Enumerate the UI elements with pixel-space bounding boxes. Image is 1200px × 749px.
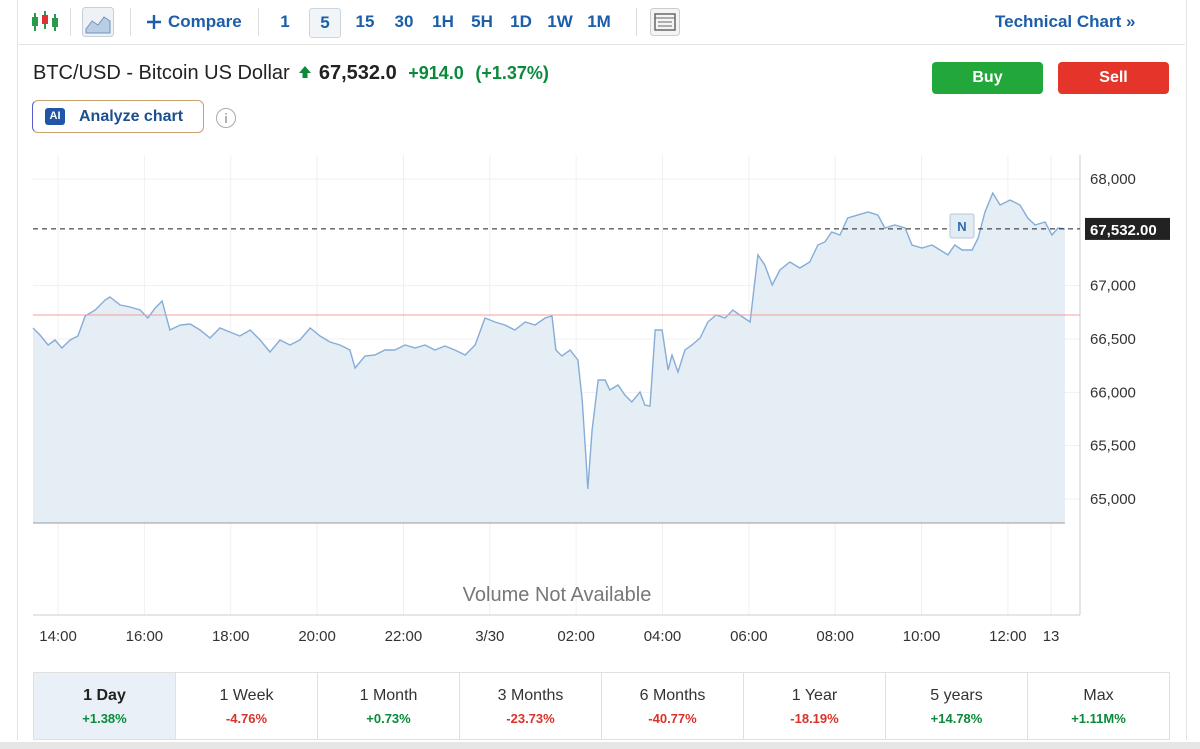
period-change: -40.77% [648,711,697,726]
period-cell[interactable]: 1 Day +1.38% [34,673,176,739]
x-tick-label: 22:00 [385,628,423,645]
x-tick-label: 3/30 [475,628,504,645]
period-cell[interactable]: 1 Year -18.19% [744,673,886,739]
x-tick-label: 13 [1043,628,1060,645]
x-tick-label: 16:00 [126,628,164,645]
interval-button[interactable]: 15 [355,12,375,31]
period-label: 1 Year [791,687,838,704]
ai-badge: AI [45,108,65,125]
news-marker-label: N [957,219,966,234]
x-tick-label: 20:00 [298,628,336,645]
period-label: 1 Month [359,687,418,704]
interval-button[interactable]: 1W [547,12,573,31]
period-change: +1.11M% [1071,711,1126,726]
table-icon[interactable] [650,8,680,36]
analyze-button[interactable]: AI Analyze chart [32,100,204,133]
interval-button[interactable]: 1H [432,12,454,31]
bottom-strip [0,742,1200,749]
plus-icon[interactable] [146,14,162,30]
volume-note: Volume Not Available [463,584,652,606]
period-change: -18.19% [790,711,839,726]
separator [636,8,637,36]
sell-button[interactable]: Sell [1058,62,1169,94]
toolbar-divider [17,44,1185,45]
interval-button[interactable]: 1D [510,12,532,31]
area-icon[interactable] [82,7,114,37]
interval-button[interactable]: 5 [309,8,341,38]
period-label: 1 Day [83,687,126,704]
interval-button[interactable]: 5H [471,12,493,31]
period-label: 3 Months [497,687,564,704]
separator [70,8,71,36]
x-tick-label: 08:00 [816,628,854,645]
period-change: -23.73% [506,711,555,726]
period-change: +0.73% [366,711,411,726]
x-tick-label: 04:00 [644,628,682,645]
technical-chart-link[interactable]: Technical Chart » [995,12,1136,31]
period-cell[interactable]: Max +1.11M% [1028,673,1169,739]
candle-icon[interactable] [30,9,60,35]
period-label: Max [1083,687,1114,704]
x-tick-label: 02:00 [557,628,595,645]
up-arrow [299,66,312,78]
area-fill [33,193,1065,523]
info-icon[interactable] [215,107,237,129]
interval-group: 1 5 15 30 1H 5H 1D 1W 1M [270,8,623,38]
period-cell[interactable]: 5 years +14.78% [886,673,1028,739]
last-price-box [1085,217,1170,240]
price-line [32,191,1065,490]
change: +914.0 [408,63,464,83]
x-tick-label: 12:00 [989,628,1027,645]
period-label: 6 Months [639,687,706,704]
period-cell[interactable]: 6 Months -40.77% [602,673,744,739]
symbol-name: BTC/USD - Bitcoin US Dollar [33,62,290,84]
last-price-label: 67,532.00 [1090,222,1157,239]
interval-button[interactable]: 1 [280,12,290,31]
compare-button[interactable]: Compare [168,12,242,31]
buy-button[interactable]: Buy [932,62,1043,94]
x-tick-label: 14:00 [39,628,77,645]
news-marker [949,213,975,239]
period-label: 5 years [930,687,983,704]
x-tick-label: 10:00 [903,628,941,645]
y-tick-label: 65,500 [1090,438,1136,455]
period-change: -4.76% [225,711,268,726]
period-cell[interactable]: 3 Months -23.73% [460,673,602,739]
separator [258,8,259,36]
interval-button[interactable]: 30 [394,12,414,31]
y-tick-label: 65,000 [1090,491,1136,508]
price: 67,532.0 [318,62,397,84]
y-tick-label: 66,000 [1090,384,1136,401]
y-tick-label: 67,000 [1090,278,1136,295]
period-table: 1 Day +1.38% 1 Week -4.76% 1 Month +0.73% 3 Mo… [33,672,1170,740]
interval-button[interactable]: 1M [587,12,611,31]
frame [17,0,1187,740]
period-cell[interactable]: 1 Week -4.76% [176,673,318,739]
period-change: +14.78% [930,711,983,726]
symbol-header: BTC/USD - Bitcoin US Dollar 67,532.0 +91… [33,62,549,85]
x-tick-label: 18:00 [212,628,250,645]
analyze-label: Analyze chart [79,108,184,125]
x-tick-label: 06:00 [730,628,768,645]
period-cell[interactable]: 1 Month +0.73% [318,673,460,739]
y-tick-label: 68,000 [1090,171,1136,188]
change-percent: (+1.37%) [475,63,549,83]
y-tick-label: 66,500 [1090,331,1136,348]
period-change: +1.38% [82,711,127,726]
period-label: 1 Week [219,687,274,704]
separator [130,8,131,36]
